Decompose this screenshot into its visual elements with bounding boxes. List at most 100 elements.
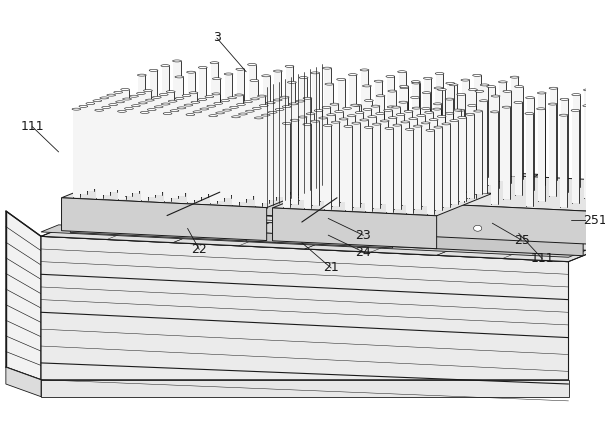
Ellipse shape <box>285 65 294 68</box>
Ellipse shape <box>289 103 298 105</box>
Ellipse shape <box>145 99 154 101</box>
Ellipse shape <box>352 122 361 124</box>
Polygon shape <box>328 115 335 198</box>
Polygon shape <box>299 117 306 200</box>
Polygon shape <box>336 111 342 195</box>
Text: 21: 21 <box>323 262 339 274</box>
Ellipse shape <box>306 113 315 115</box>
Ellipse shape <box>186 114 195 116</box>
Ellipse shape <box>373 123 381 125</box>
Polygon shape <box>361 120 368 203</box>
Ellipse shape <box>446 82 454 84</box>
Ellipse shape <box>152 96 161 98</box>
Ellipse shape <box>413 125 422 127</box>
Polygon shape <box>511 77 518 176</box>
Ellipse shape <box>205 96 214 98</box>
Polygon shape <box>480 101 488 193</box>
Polygon shape <box>388 107 395 199</box>
Ellipse shape <box>468 105 477 106</box>
Ellipse shape <box>258 95 266 97</box>
Circle shape <box>361 224 365 227</box>
Polygon shape <box>41 225 586 257</box>
Ellipse shape <box>166 91 175 93</box>
Polygon shape <box>137 93 145 181</box>
Ellipse shape <box>342 107 352 109</box>
Ellipse shape <box>450 120 459 122</box>
Polygon shape <box>394 125 401 208</box>
Polygon shape <box>387 76 394 175</box>
Polygon shape <box>376 114 384 197</box>
Ellipse shape <box>303 123 312 125</box>
Polygon shape <box>187 115 194 203</box>
Polygon shape <box>435 127 442 211</box>
Circle shape <box>541 220 549 225</box>
Ellipse shape <box>348 74 357 76</box>
Ellipse shape <box>376 95 385 97</box>
Circle shape <box>401 213 408 218</box>
Ellipse shape <box>237 103 246 106</box>
Ellipse shape <box>335 111 344 113</box>
Polygon shape <box>401 88 408 187</box>
Polygon shape <box>283 107 290 195</box>
Polygon shape <box>397 114 404 198</box>
Ellipse shape <box>79 106 88 107</box>
Ellipse shape <box>212 93 221 95</box>
Polygon shape <box>275 197 381 214</box>
Ellipse shape <box>137 92 145 95</box>
Ellipse shape <box>189 92 198 94</box>
Polygon shape <box>515 87 523 179</box>
Polygon shape <box>263 76 270 175</box>
Ellipse shape <box>400 87 409 89</box>
Ellipse shape <box>422 108 430 110</box>
Ellipse shape <box>163 113 172 114</box>
Polygon shape <box>142 112 148 200</box>
Polygon shape <box>119 111 125 199</box>
Ellipse shape <box>537 108 546 110</box>
Polygon shape <box>436 73 443 172</box>
Polygon shape <box>188 72 195 171</box>
Polygon shape <box>297 101 304 189</box>
Polygon shape <box>246 223 416 239</box>
Ellipse shape <box>374 80 383 82</box>
Ellipse shape <box>442 123 451 125</box>
Ellipse shape <box>93 100 102 102</box>
Polygon shape <box>262 115 269 203</box>
Ellipse shape <box>412 82 420 84</box>
Ellipse shape <box>168 100 177 102</box>
Ellipse shape <box>397 71 407 73</box>
Polygon shape <box>315 111 322 194</box>
Ellipse shape <box>353 104 362 106</box>
Ellipse shape <box>191 101 200 103</box>
Polygon shape <box>439 89 445 188</box>
Ellipse shape <box>223 109 232 111</box>
Ellipse shape <box>170 110 179 112</box>
Ellipse shape <box>384 109 393 111</box>
Polygon shape <box>425 112 433 196</box>
Polygon shape <box>171 111 178 198</box>
Polygon shape <box>131 96 137 184</box>
Ellipse shape <box>422 92 431 94</box>
Ellipse shape <box>177 107 186 109</box>
Ellipse shape <box>260 105 268 107</box>
Ellipse shape <box>425 111 434 114</box>
Polygon shape <box>434 109 440 192</box>
Text: 24: 24 <box>356 246 371 259</box>
Ellipse shape <box>324 124 332 127</box>
Polygon shape <box>183 96 190 184</box>
Ellipse shape <box>491 95 500 97</box>
Ellipse shape <box>325 83 334 85</box>
Text: 22: 22 <box>191 243 207 256</box>
Text: 111: 111 <box>531 252 554 265</box>
Polygon shape <box>413 83 420 182</box>
Ellipse shape <box>515 86 523 88</box>
Ellipse shape <box>387 106 396 108</box>
Ellipse shape <box>154 106 163 108</box>
Polygon shape <box>324 68 330 167</box>
Ellipse shape <box>412 107 421 109</box>
Polygon shape <box>405 111 412 195</box>
Polygon shape <box>354 105 361 197</box>
Polygon shape <box>446 113 453 197</box>
Ellipse shape <box>86 103 95 105</box>
Polygon shape <box>252 99 258 187</box>
Polygon shape <box>349 75 356 173</box>
